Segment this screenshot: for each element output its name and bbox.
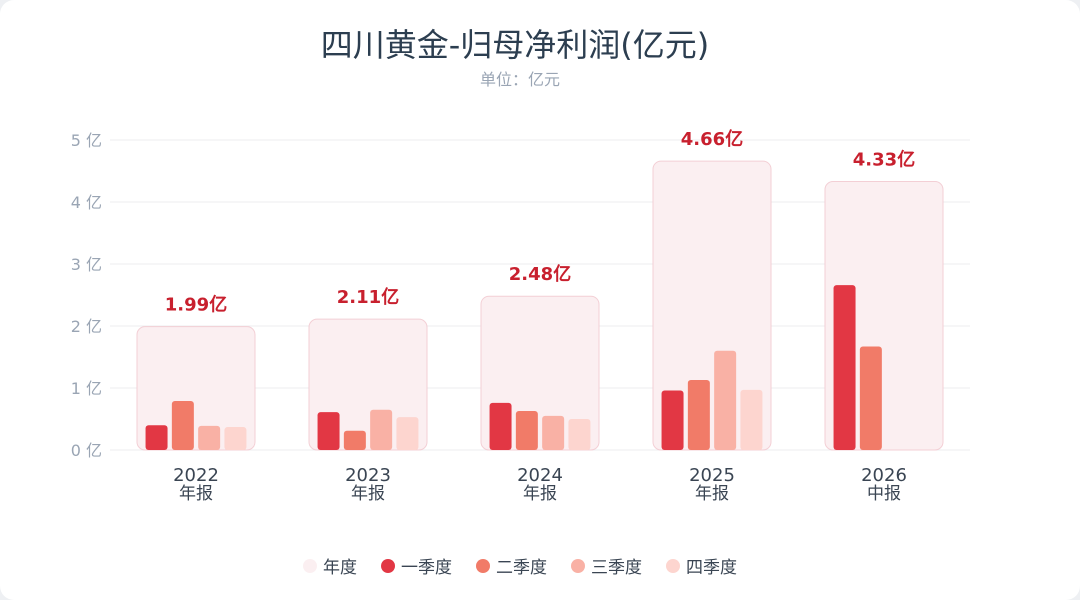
chart-title: 四川黄金-归母净利润(亿元)	[320, 26, 710, 64]
legend-label: 一季度	[401, 558, 452, 578]
legend-item[interactable]: 二季度	[476, 553, 547, 578]
legend-label: 二季度	[496, 558, 547, 578]
legend-swatch	[666, 558, 680, 573]
legend-label: 三季度	[591, 558, 642, 578]
x-tick-period: 年报	[179, 484, 213, 504]
legend-item[interactable]: 年度	[303, 553, 357, 578]
legend-label: 四季度	[686, 558, 737, 578]
quarter-bar	[714, 350, 737, 450]
annual-value-label: 2.48亿	[509, 263, 571, 285]
x-tick-period: 中报	[867, 484, 901, 504]
quarter-bar	[145, 425, 168, 450]
legend-item[interactable]: 三季度	[571, 553, 642, 578]
annual-bar	[652, 160, 772, 451]
legend-swatch	[381, 558, 395, 573]
x-tick-year: 2022	[173, 465, 219, 486]
annual-value-label: 1.99亿	[165, 294, 227, 316]
quarter-bar	[661, 390, 684, 450]
quarter-bar	[198, 425, 221, 450]
annual-value-label: 4.33亿	[853, 149, 915, 171]
legend-label: 年度	[323, 558, 357, 578]
x-tick-period: 年报	[695, 484, 729, 504]
quarter-bar	[833, 285, 856, 450]
y-tick-label: 1 亿	[71, 379, 102, 398]
annual-value-label: 4.66亿	[681, 128, 743, 150]
quarter-bar	[489, 402, 512, 450]
legend-swatch	[476, 558, 490, 573]
x-tick-year: 2024	[517, 465, 563, 486]
quarter-bar	[343, 430, 366, 450]
y-tick-label: 2 亿	[71, 317, 102, 336]
quarter-bar	[370, 409, 393, 450]
quarter-bar	[171, 401, 194, 450]
chart-subtitle: 单位：亿元	[479, 70, 560, 89]
legend-item[interactable]: 一季度	[381, 553, 452, 578]
annual-value-label: 2.11亿	[337, 286, 399, 308]
legend-item[interactable]: 四季度	[666, 553, 737, 578]
quarter-bar	[687, 379, 710, 450]
x-tick-year: 2025	[689, 465, 735, 486]
legend-swatch	[571, 558, 585, 573]
x-tick-year: 2026	[861, 465, 907, 486]
quarter-bar	[542, 415, 565, 450]
quarter-bar	[224, 427, 247, 450]
y-tick-label: 0 亿	[71, 441, 102, 460]
chart-legend: 年度 一季度 二季度 三季度 四季度	[0, 553, 1040, 578]
x-tick-period: 年报	[351, 484, 385, 504]
y-tick-label: 5 亿	[71, 131, 102, 150]
quarter-bar	[396, 417, 419, 450]
annual-bar	[136, 326, 256, 451]
quarter-bar	[515, 410, 538, 450]
y-tick-label: 4 亿	[71, 193, 102, 212]
quarter-bar	[859, 346, 882, 450]
x-tick-period: 年报	[523, 484, 557, 504]
legend-swatch	[303, 558, 317, 573]
quarter-bar	[740, 389, 763, 450]
y-tick-label: 3 亿	[71, 255, 102, 274]
x-tick-year: 2023	[345, 465, 391, 486]
quarter-bar	[317, 412, 340, 450]
quarter-bar	[568, 419, 591, 450]
